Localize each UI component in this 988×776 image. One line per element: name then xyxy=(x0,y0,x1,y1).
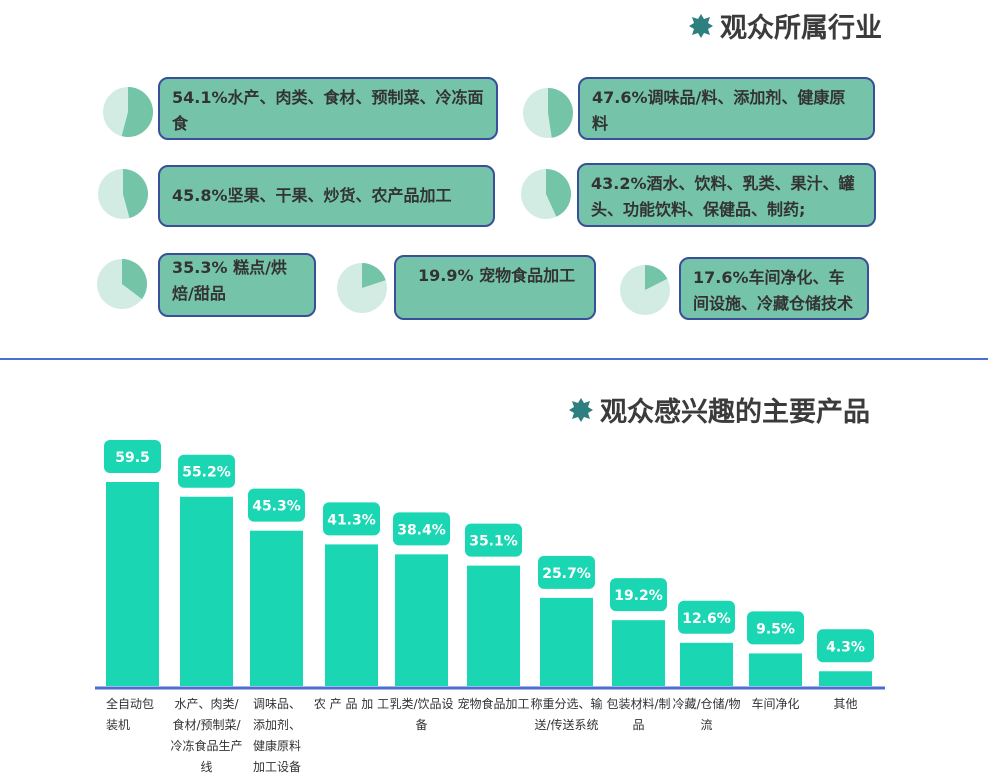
x-tick-label: 称重分选、输送/传送系统 xyxy=(530,697,603,732)
x-tick-label: 农 产 品 加 工 xyxy=(313,697,390,711)
pie-slice xyxy=(645,265,668,290)
data-label-bg xyxy=(678,600,735,634)
pie-slice xyxy=(548,88,573,138)
industry-label-box: 19.9% 宠物食品加工 xyxy=(394,255,596,320)
industry-pie xyxy=(620,265,670,315)
industry-label-box: 35.3% 糕点/烘焙/甜品 xyxy=(158,253,316,317)
data-label-bg xyxy=(465,523,522,557)
industry-title-text: 观众所属行业 xyxy=(720,13,882,44)
section-divider xyxy=(0,358,988,360)
bar xyxy=(180,496,233,686)
x-tick-label: 包装材料/制品 xyxy=(606,697,671,732)
star-icon xyxy=(569,397,593,422)
pie-slice xyxy=(362,263,386,288)
pie-slice xyxy=(546,169,571,217)
data-label-bg xyxy=(538,555,595,589)
bar xyxy=(819,671,872,686)
pie-slice xyxy=(121,87,153,137)
x-tick-label: 全自动包装机 xyxy=(106,697,155,732)
industry-label-box: 45.8%坚果、干果、炒货、农产品加工 xyxy=(158,165,495,227)
industry-label-box: 43.2%酒水、饮料、乳类、果汁、罐头、功能饮料、保健品、制药; xyxy=(577,163,876,227)
data-label: 55.2% xyxy=(182,465,231,481)
x-tick-label: 其他 xyxy=(833,697,858,711)
data-label: 25.7% xyxy=(542,566,591,582)
x-tick-label: 宠物食品加工 xyxy=(457,697,530,711)
x-tick-label: 调味品、添加剂、健康原料加工设备 xyxy=(253,697,302,774)
data-label-bg xyxy=(323,502,380,536)
industry-pie xyxy=(523,88,573,138)
data-label-bg xyxy=(248,488,305,522)
industry-pie xyxy=(337,263,387,313)
data-label: 35.1% xyxy=(469,534,518,550)
industry-pie xyxy=(521,169,571,219)
x-tick-label: 冷藏/仓储/物流 xyxy=(672,697,741,732)
products-title-text: 观众感兴趣的主要产品 xyxy=(600,397,870,428)
data-label: 38.4% xyxy=(397,522,446,538)
data-label-bg xyxy=(817,629,874,663)
bar xyxy=(325,544,378,686)
industry-pie xyxy=(97,259,147,309)
data-label-bg xyxy=(610,578,667,612)
bar xyxy=(395,554,448,686)
industry-pie xyxy=(98,169,148,219)
data-label-bg xyxy=(178,454,235,488)
data-label: 9.5% xyxy=(756,621,795,637)
data-label: 19.2% xyxy=(614,588,663,604)
data-label: 59.5 xyxy=(115,450,150,466)
x-tick-label: 水产、肉类/食材/预制菜/冷冻食品生产线 xyxy=(170,697,243,774)
data-label: 41.3% xyxy=(327,512,376,528)
industry-label-box: 54.1%水产、肉类、食材、预制菜、冷冻面食 xyxy=(158,77,498,140)
data-label: 12.6% xyxy=(682,611,731,627)
data-label-bg xyxy=(104,440,161,473)
products-title: 观众感兴趣的主要产品 xyxy=(568,390,870,429)
bar xyxy=(250,530,303,686)
bar xyxy=(612,620,665,686)
bar xyxy=(749,653,802,686)
bar xyxy=(106,482,159,686)
data-label-bg xyxy=(393,512,450,546)
x-tick-label: 车间净化 xyxy=(751,697,800,711)
bar xyxy=(680,642,733,686)
bar xyxy=(540,597,593,686)
data-label: 45.3% xyxy=(252,499,301,515)
pie-slice xyxy=(122,259,147,300)
industry-label-box: 17.6%车间净化、车间设施、冷藏仓储技术 xyxy=(679,257,869,320)
star-icon xyxy=(689,13,713,38)
industry-label-box: 47.6%调味品/料、添加剂、健康原料 xyxy=(578,77,875,140)
data-label: 4.3% xyxy=(826,639,865,655)
industry-pie xyxy=(103,87,153,137)
pie-slice xyxy=(123,169,148,219)
bar xyxy=(467,565,520,686)
industry-title: 观众所属行业 xyxy=(688,6,882,45)
x-tick-label: 乳类/饮品设备 xyxy=(389,697,454,732)
data-label-bg xyxy=(747,611,804,645)
